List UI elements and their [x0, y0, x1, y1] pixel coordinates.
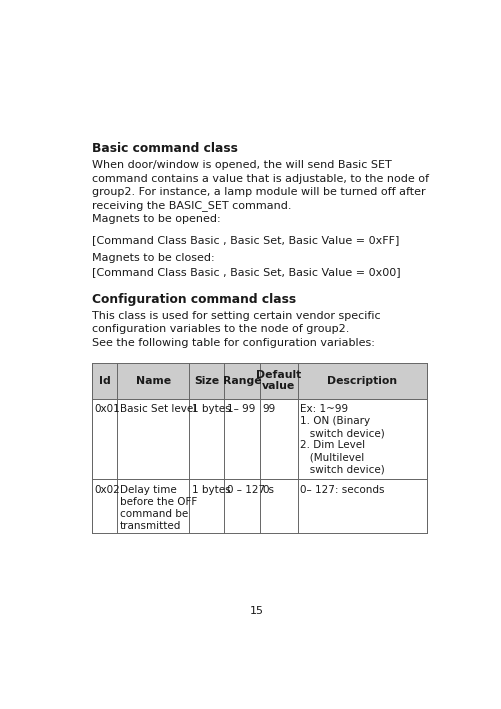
Text: (Multilevel: (Multilevel: [300, 452, 364, 462]
Text: Basic Set level: Basic Set level: [119, 404, 195, 414]
Text: Name: Name: [135, 376, 170, 386]
Text: Delay time: Delay time: [119, 485, 176, 495]
Text: Range: Range: [222, 376, 261, 386]
Text: Basic command class: Basic command class: [92, 143, 237, 155]
Text: before the OFF: before the OFF: [119, 497, 196, 507]
Text: 0 – 127: 0 – 127: [226, 485, 265, 495]
Text: 99: 99: [262, 404, 275, 414]
Text: receiving the BASIC_SET command.: receiving the BASIC_SET command.: [92, 201, 291, 211]
Text: This class is used for setting certain vendor specific: This class is used for setting certain v…: [92, 311, 380, 321]
Bar: [92, 398, 426, 479]
Text: See the following table for configuration variables:: See the following table for configuratio…: [92, 337, 374, 347]
Text: 1 bytes: 1 bytes: [191, 404, 230, 414]
Text: [Command Class Basic , Basic Set, Basic Value = 0x00]: [Command Class Basic , Basic Set, Basic …: [92, 267, 400, 277]
Text: 1– 99: 1– 99: [226, 404, 255, 414]
Text: When door/window is opened, the will send Basic SET: When door/window is opened, the will sen…: [92, 160, 391, 170]
Text: 0– 127: seconds: 0– 127: seconds: [300, 485, 384, 495]
Text: command contains a value that is adjustable, to the node of: command contains a value that is adjusta…: [92, 174, 428, 184]
Text: Id: Id: [99, 376, 110, 386]
Text: 15: 15: [250, 605, 264, 615]
Text: Ex: 1~99: Ex: 1~99: [300, 404, 348, 414]
Text: group2. For instance, a lamp module will be turned off after: group2. For instance, a lamp module will…: [92, 187, 425, 197]
Text: transmitted: transmitted: [119, 521, 181, 531]
Bar: [92, 363, 426, 398]
Text: Description: Description: [327, 376, 397, 386]
Text: 0x01: 0x01: [94, 404, 120, 414]
Text: 2. Dim Level: 2. Dim Level: [300, 440, 365, 450]
Text: value: value: [262, 381, 295, 391]
Text: Default: Default: [256, 370, 301, 380]
Text: 0x02: 0x02: [94, 485, 120, 495]
Text: command be: command be: [119, 509, 187, 519]
Text: switch device): switch device): [300, 428, 384, 438]
Text: 1. ON (Binary: 1. ON (Binary: [300, 416, 370, 426]
Text: Magnets to be opened:: Magnets to be opened:: [92, 214, 220, 224]
Text: Configuration command class: Configuration command class: [92, 293, 296, 306]
Text: Magnets to be closed:: Magnets to be closed:: [92, 252, 214, 263]
Text: switch device): switch device): [300, 464, 384, 474]
Text: 1 bytes: 1 bytes: [191, 485, 230, 495]
Text: Size: Size: [194, 376, 219, 386]
Text: [Command Class Basic , Basic Set, Basic Value = 0xFF]: [Command Class Basic , Basic Set, Basic …: [92, 235, 398, 245]
Text: configuration variables to the node of group2.: configuration variables to the node of g…: [92, 324, 349, 335]
Bar: [92, 479, 426, 533]
Text: 0s: 0s: [262, 485, 274, 495]
